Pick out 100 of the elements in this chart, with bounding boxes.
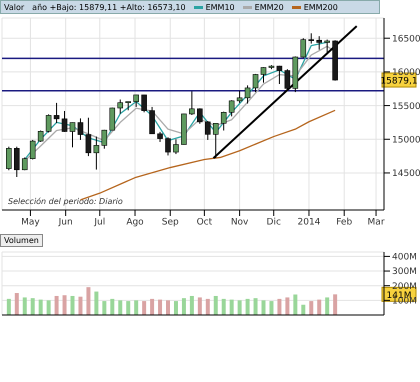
candlestick <box>62 110 68 132</box>
candlestick <box>220 111 226 132</box>
bar <box>246 298 250 315</box>
candlestick <box>102 129 108 150</box>
candlestick <box>117 99 124 114</box>
candlestick <box>228 100 234 117</box>
chart-subtitle: año +Bajo: 15879,11 +Alto: 16573,10 <box>32 2 186 12</box>
candlestick <box>244 84 250 104</box>
legend-label: EMM20 <box>254 2 284 12</box>
candlestick <box>197 108 203 124</box>
bar <box>190 296 194 315</box>
candlestick <box>324 39 330 55</box>
bar <box>70 296 75 315</box>
bar <box>38 300 43 315</box>
candlestick <box>260 66 266 84</box>
bar <box>182 298 186 315</box>
bar <box>62 295 67 315</box>
chart-title: Volumen <box>0 234 43 247</box>
candlestick <box>54 102 60 124</box>
bar <box>166 300 170 315</box>
y-tick-label: 400M <box>392 252 417 263</box>
candlestick <box>109 107 116 132</box>
candlestick <box>70 122 76 148</box>
candlestick <box>236 90 242 104</box>
candlestick <box>300 38 306 58</box>
bar <box>6 298 11 315</box>
candlestick <box>133 94 139 108</box>
bar <box>30 298 35 315</box>
annotation: Selección del periodo: Diario <box>8 197 123 206</box>
bar <box>222 298 226 315</box>
candlestick <box>14 146 20 178</box>
y-tick-label: 15000 <box>392 135 420 146</box>
candlestick <box>86 117 92 157</box>
bar <box>150 298 154 315</box>
x-tick-label: Feb <box>336 217 352 228</box>
bar <box>126 301 130 315</box>
bar <box>102 301 106 315</box>
bar <box>230 300 234 315</box>
candlestick <box>30 139 36 160</box>
y-tick-label: 300M <box>392 267 417 278</box>
bar <box>238 300 242 315</box>
y-tick-label: 15500 <box>392 102 420 112</box>
x-tick-label: Jul <box>93 217 106 228</box>
bar <box>333 294 338 315</box>
candlestick <box>38 130 44 142</box>
x-tick-label: 2014 <box>298 217 321 228</box>
candlestick <box>46 114 52 134</box>
candlestick <box>173 138 179 155</box>
bar <box>86 287 90 315</box>
candlestick <box>252 73 258 93</box>
bar <box>206 298 210 315</box>
candlestick <box>165 136 171 156</box>
candlestick <box>204 120 211 140</box>
bar <box>54 296 59 315</box>
bar <box>277 298 282 315</box>
candlestick <box>284 68 290 90</box>
candlestick <box>94 136 100 170</box>
candlestick <box>316 36 322 50</box>
bar <box>309 301 314 315</box>
bar <box>14 293 19 315</box>
bar <box>317 300 322 315</box>
candlestick <box>141 94 147 113</box>
y-tick-label: 14500 <box>392 169 420 180</box>
bar <box>262 300 266 315</box>
candlestick <box>6 146 12 171</box>
x-tick-label: Ago <box>126 217 144 228</box>
bar <box>214 296 218 315</box>
bar <box>285 297 290 315</box>
candlestick <box>78 118 84 140</box>
bar <box>118 300 122 315</box>
chart-title: Valor <box>4 2 24 12</box>
x-tick-label: Mar <box>368 217 385 228</box>
bar <box>142 301 146 315</box>
bar <box>78 296 82 315</box>
candlestick <box>22 156 28 171</box>
candlestick <box>308 32 314 44</box>
candlestick <box>276 65 282 85</box>
bar <box>46 300 51 315</box>
bar <box>254 298 258 315</box>
candlestick <box>149 106 155 134</box>
y-tick-label: 16500 <box>392 34 420 44</box>
candlestick <box>157 131 163 142</box>
bar <box>94 292 98 315</box>
legend-label: EMM200 <box>302 2 338 12</box>
x-tick-label: Sep <box>162 217 180 228</box>
candlestick <box>189 90 195 116</box>
bar <box>134 300 138 315</box>
x-tick-label: May <box>21 217 40 228</box>
x-tick-label: Dic <box>266 217 281 228</box>
x-tick-label: Jun <box>58 217 73 228</box>
bar <box>22 297 27 315</box>
x-tick-label: Nov <box>230 217 250 228</box>
bar <box>269 301 274 315</box>
bar <box>158 300 162 315</box>
x-tick-label: Oct <box>196 217 213 228</box>
bar <box>174 301 178 315</box>
bar <box>110 298 114 315</box>
bar <box>293 294 298 315</box>
bar <box>325 297 330 315</box>
bar <box>198 297 202 315</box>
